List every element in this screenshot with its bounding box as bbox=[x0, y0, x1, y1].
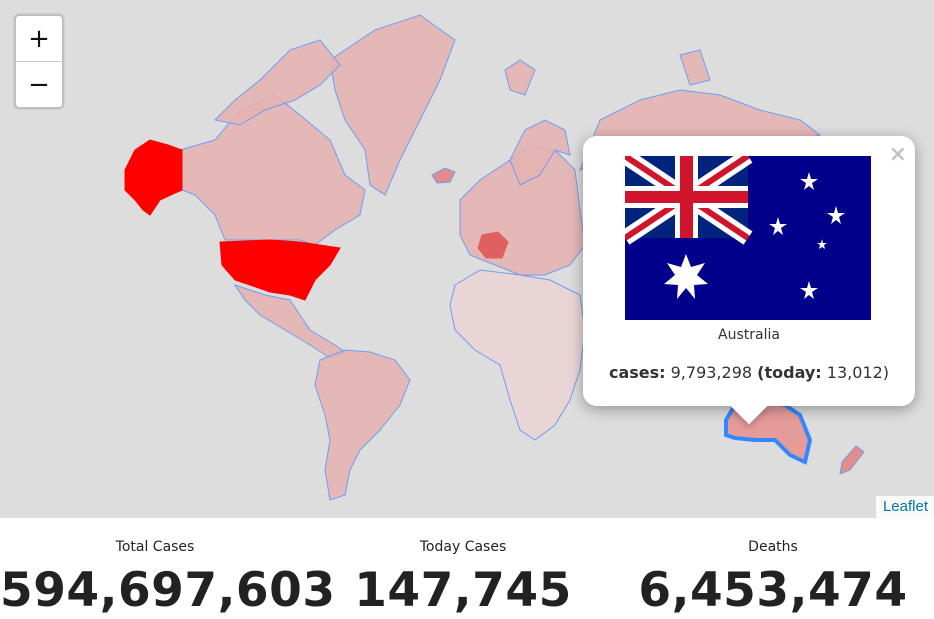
popup-close-button[interactable]: × bbox=[888, 142, 907, 167]
stat-total-cases: Total Cases 594,697,603 bbox=[0, 518, 336, 618]
world-map[interactable]: + − Leaflet × bbox=[0, 0, 934, 518]
today-value: 13,012 bbox=[826, 363, 883, 382]
country-greenland[interactable] bbox=[329, 14, 456, 196]
stat-today-cases: Today Cases 147,745 bbox=[308, 518, 618, 618]
zoom-out-button[interactable]: − bbox=[16, 61, 62, 107]
stat-value: 6,453,474 bbox=[638, 563, 908, 618]
today-open-paren: ( bbox=[757, 363, 765, 382]
stat-label: Total Cases bbox=[115, 539, 195, 555]
zoom-in-button[interactable]: + bbox=[28, 23, 50, 54]
region-africa[interactable] bbox=[449, 269, 586, 441]
cases-value: 9,793,298 bbox=[670, 363, 753, 382]
islands-north-russia[interactable] bbox=[679, 49, 711, 86]
leaflet-attribution-link[interactable]: Leaflet bbox=[875, 496, 934, 518]
region-alaska[interactable] bbox=[124, 139, 183, 216]
islands-svalbard[interactable] bbox=[504, 59, 536, 96]
country-mexico[interactable] bbox=[233, 284, 347, 359]
stats-panel: Total Cases 594,697,603 Today Cases 147,… bbox=[0, 518, 934, 619]
popup-country-name: Australia bbox=[718, 327, 780, 343]
country-popup: × bbox=[583, 136, 915, 425]
popup-cases-line: cases: 9,793,298 (today: 13,012) bbox=[583, 363, 915, 382]
stat-label: Today Cases bbox=[419, 539, 507, 555]
region-scandinavia[interactable] bbox=[509, 119, 571, 186]
country-new-zealand[interactable] bbox=[839, 445, 865, 475]
today-label: today: bbox=[764, 363, 822, 382]
today-close-paren: ) bbox=[882, 363, 890, 382]
country-brazil[interactable] bbox=[314, 349, 411, 501]
australia-flag-icon bbox=[625, 156, 871, 320]
stat-value: 594,697,603 bbox=[0, 563, 336, 618]
country-france[interactable] bbox=[477, 231, 509, 259]
stat-deaths: Deaths 6,453,474 bbox=[618, 518, 928, 618]
country-canada[interactable] bbox=[179, 94, 366, 246]
zoom-control: + − bbox=[14, 14, 64, 109]
stat-value: 147,745 bbox=[354, 563, 572, 618]
country-united-states[interactable] bbox=[219, 239, 341, 301]
country-iceland[interactable] bbox=[431, 167, 456, 184]
cases-label: cases: bbox=[608, 363, 666, 382]
popup-content: × bbox=[583, 136, 915, 406]
stat-label: Deaths bbox=[748, 539, 798, 555]
country-arctic-islands[interactable] bbox=[213, 39, 341, 126]
